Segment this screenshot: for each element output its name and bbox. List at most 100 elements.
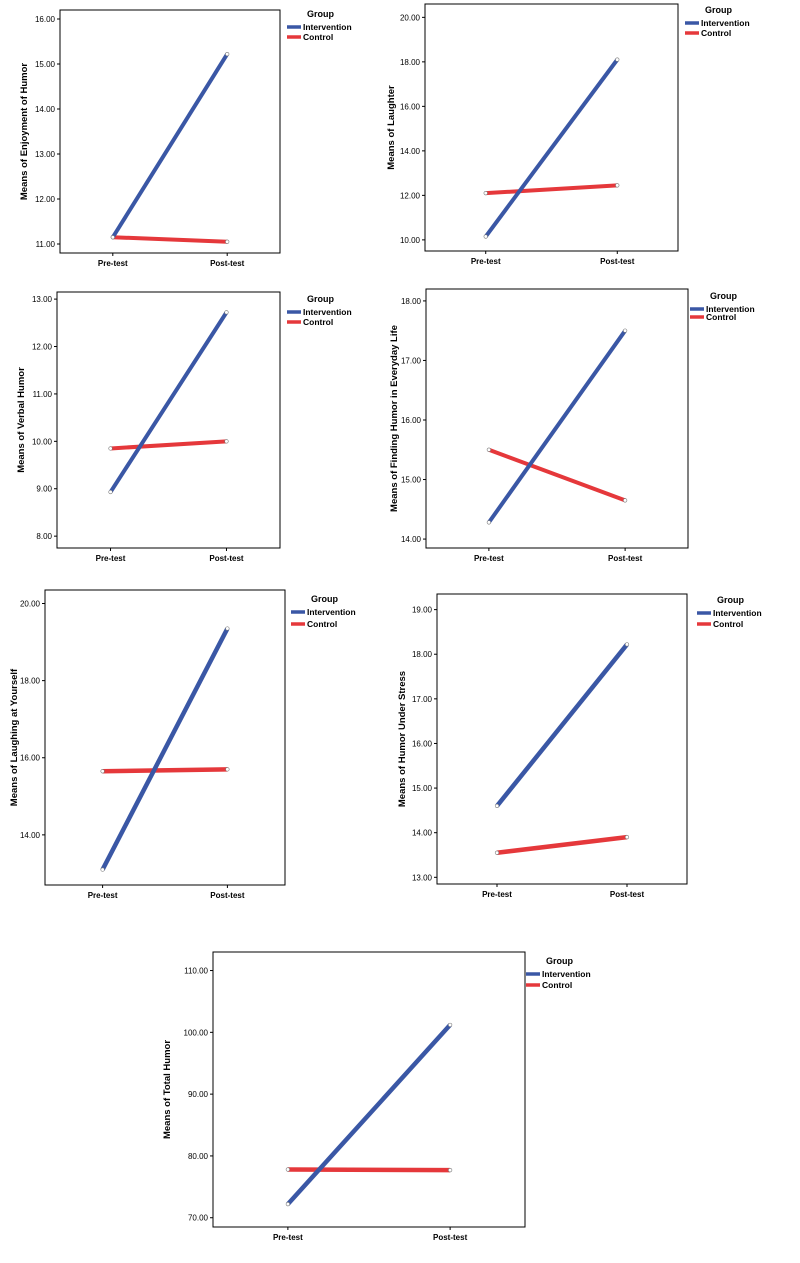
legend-label-control: Control: [307, 619, 337, 629]
y-tick-label: 19.00: [412, 606, 433, 615]
legend-label-control: Control: [303, 32, 333, 42]
y-tick-label: 9.00: [36, 485, 52, 494]
x-tick-label: Pre-test: [96, 554, 126, 563]
legend-title: Group: [717, 595, 744, 605]
control-point: [483, 191, 488, 196]
plot-frame: [44, 589, 286, 886]
chart-panel-4: 14.00 15.00 16.00 17.00 18.00 Pre-test Post-te…: [389, 288, 755, 563]
y-tick-label: 70.00: [188, 1214, 209, 1223]
intervention-point: [225, 626, 230, 631]
x-tick-label: Pre-test: [98, 259, 128, 268]
legend-label-intervention: Intervention: [542, 969, 591, 979]
x-tick-label: Post-test: [433, 1233, 468, 1242]
control-series-line: [488, 447, 626, 503]
y-tick-label: 80.00: [188, 1152, 209, 1161]
chart-panel-6: 13.00 14.00 15.00 16.00 17.00 18.00 19.00 Pre-t…: [397, 593, 762, 899]
legend-title: Group: [307, 294, 334, 304]
chart-panel-1: 11.00 12.00 13.00 14.00 15.00 16.00 Pre-test Po…: [19, 9, 352, 268]
y-tick-label: 12.00: [32, 343, 53, 352]
y-tick-label: 18.00: [20, 677, 41, 686]
y-axis-label: Means of Laughter: [386, 85, 397, 170]
legend-title: Group: [705, 5, 732, 15]
chart-panel-3: 8.00 9.00 10.00 11.00 12.00 13.00 Pre-test Post…: [16, 291, 352, 563]
x-tick-label: Pre-test: [482, 890, 512, 899]
y-tick-label: 12.00: [400, 191, 421, 200]
chart-panel-5: 14.00 16.00 18.00 20.00 Pre-test Post-test Mea…: [9, 589, 356, 900]
intervention-point: [494, 803, 500, 809]
legend-label-intervention: Intervention: [713, 608, 762, 618]
x-tick-label: Pre-test: [474, 554, 504, 563]
y-tick-label: 13.00: [35, 150, 56, 159]
y-tick-label: 18.00: [401, 297, 422, 306]
y-tick-label: 12.00: [35, 195, 56, 204]
plot-frame: [424, 3, 679, 252]
intervention-series-line: [484, 58, 619, 238]
y-tick-label: 14.00: [412, 829, 433, 838]
legend-title: Group: [710, 291, 737, 301]
intervention-point: [285, 1202, 290, 1207]
control-point: [224, 439, 229, 444]
plot-frame: [212, 951, 526, 1228]
y-tick-label: 13.00: [32, 295, 53, 304]
control-point: [486, 447, 491, 452]
chart-panel-7: 70.00 80.00 90.00 100.00 110.00 Pre-test Post-…: [162, 951, 591, 1242]
legend-label-intervention: Intervention: [303, 307, 352, 317]
y-tick-label: 10.00: [32, 437, 53, 446]
y-tick-label: 14.00: [35, 105, 56, 114]
plot-frame: [56, 291, 281, 549]
y-axis-label: Means of Enjoyment of Humor: [19, 63, 30, 201]
x-tick-label: Post-test: [210, 891, 245, 900]
control-point: [494, 850, 500, 855]
intervention-point: [624, 642, 630, 647]
legend-label-intervention: Intervention: [706, 304, 755, 314]
x-tick-label: Pre-test: [471, 257, 501, 266]
control-point: [623, 498, 628, 503]
intervention-point: [224, 310, 229, 315]
legend-title: Group: [307, 9, 334, 19]
intervention-point: [100, 867, 105, 872]
y-tick-label: 13.00: [412, 873, 433, 882]
x-tick-label: Post-test: [209, 554, 244, 563]
legend-label-intervention: Intervention: [307, 607, 356, 617]
intervention-series-line: [495, 643, 629, 808]
plot-frame: [436, 593, 688, 885]
y-tick-label: 18.00: [412, 650, 433, 659]
y-axis-label: Means of Total Humor: [162, 1040, 173, 1139]
control-series-line: [287, 1167, 451, 1173]
x-tick-label: Post-test: [610, 890, 645, 899]
control-series-line: [110, 439, 227, 451]
y-tick-label: 16.00: [35, 15, 56, 24]
y-axis-label: Means of Laughing at Yourself: [9, 668, 20, 806]
chart-panel-2: 10.00 12.00 14.00 16.00 18.00 20.00 Pre-test Po…: [386, 3, 750, 266]
y-tick-label: 16.00: [400, 102, 421, 111]
y-tick-label: 16.00: [412, 739, 433, 748]
y-tick-label: 11.00: [33, 390, 53, 399]
y-tick-label: 18.00: [400, 58, 421, 67]
legend-label-control: Control: [701, 28, 731, 38]
intervention-series-line: [111, 53, 229, 239]
legend-label-control: Control: [706, 312, 736, 322]
x-tick-label: Post-test: [608, 554, 643, 563]
intervention-point: [110, 235, 115, 240]
y-tick-label: 16.00: [401, 416, 422, 425]
intervention-point: [483, 234, 488, 239]
legend-label-intervention: Intervention: [303, 22, 352, 32]
y-tick-label: 8.00: [36, 532, 52, 541]
y-axis-label: Means of Finding Humor in Everyday Life: [389, 325, 400, 512]
intervention-series-line: [108, 311, 229, 494]
control-point: [624, 835, 630, 840]
y-tick-label: 15.00: [35, 60, 56, 69]
plot-frame: [425, 288, 689, 549]
y-tick-label: 16.00: [20, 754, 41, 763]
intervention-series-line: [100, 627, 230, 871]
control-series-line: [485, 183, 618, 196]
legend-title: Group: [546, 956, 573, 966]
x-tick-label: Post-test: [600, 257, 635, 266]
intervention-series-line: [487, 329, 627, 524]
control-point: [448, 1168, 453, 1173]
control-point: [225, 239, 230, 244]
